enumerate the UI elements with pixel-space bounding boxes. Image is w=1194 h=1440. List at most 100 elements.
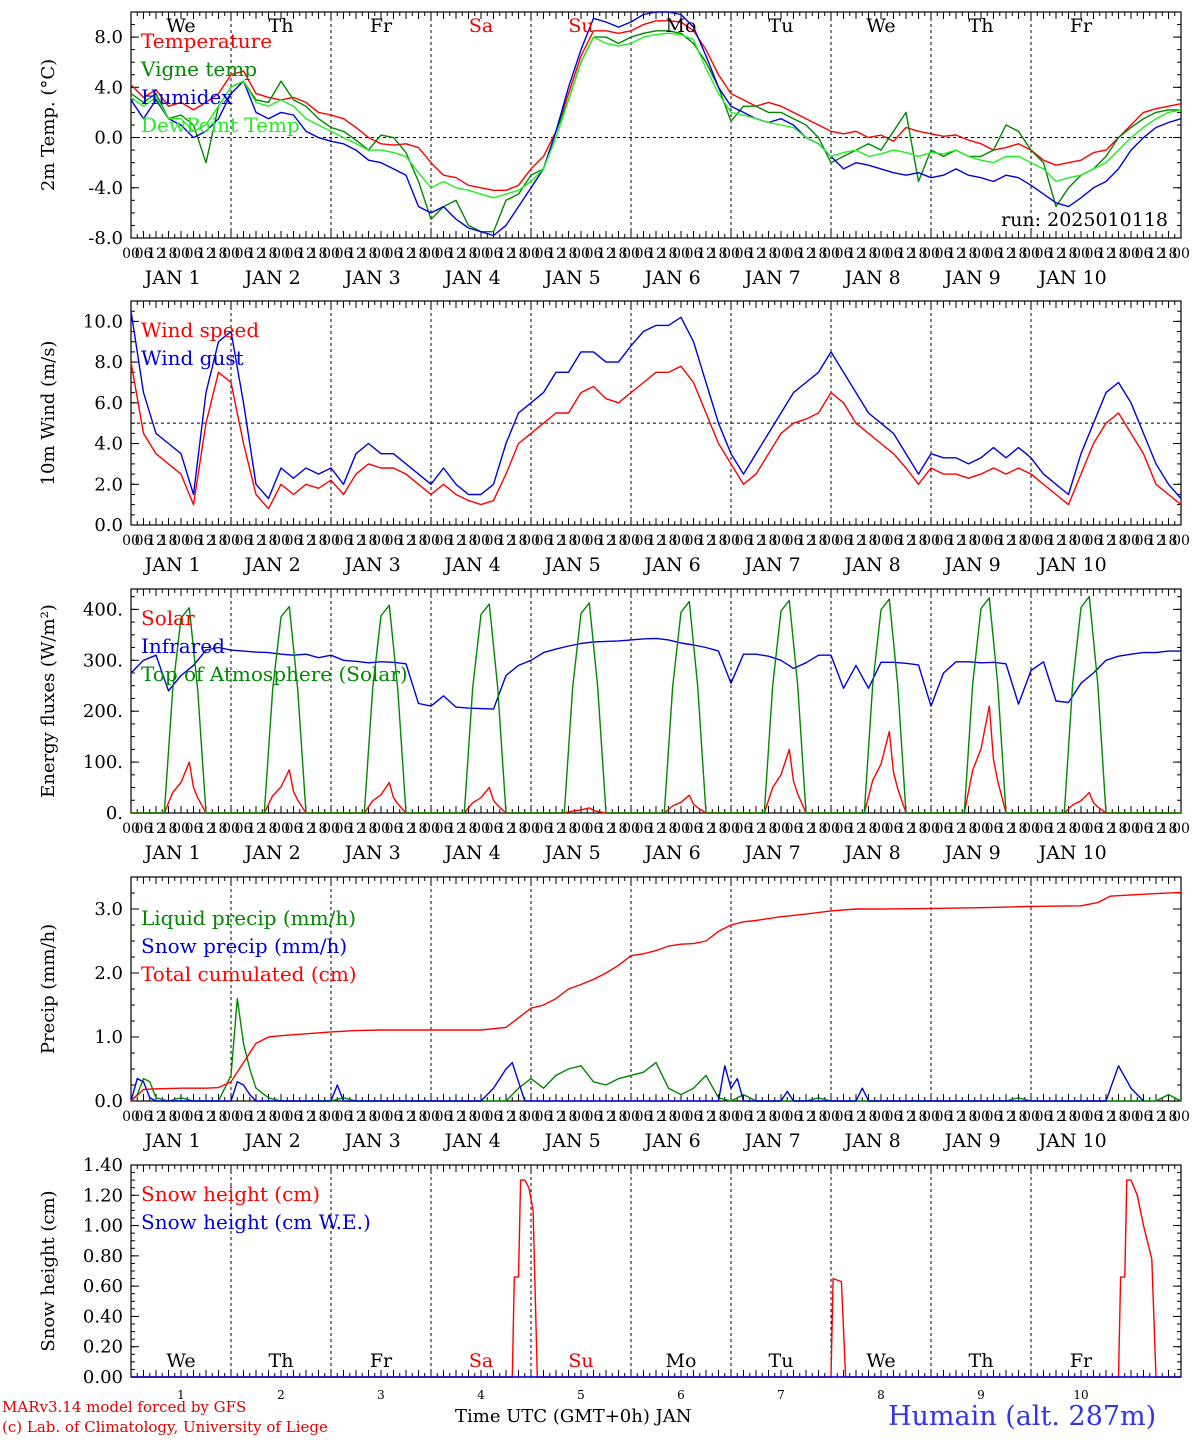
day-label: JAN 10	[1037, 554, 1107, 576]
hour-tick-label: 00	[422, 246, 440, 262]
hour-tick-label: 12	[247, 533, 265, 549]
weekday-label: Tu	[769, 15, 794, 37]
series-line-wind-gust	[130, 311, 1182, 500]
hour-tick-label: 00	[1022, 821, 1040, 837]
y-tick-label: 0.0	[94, 128, 123, 149]
hour-tick-label: 00	[1072, 821, 1090, 837]
hour-tick-label: 12	[847, 1109, 865, 1125]
hour-tick-label: 18	[910, 1109, 928, 1125]
hour-tick-label: 18	[260, 821, 278, 837]
hour-tick-label: 18	[1110, 1109, 1128, 1125]
hour-tick-label: 06	[835, 1109, 853, 1125]
hour-tick-label: 00	[422, 821, 440, 837]
hour-tick-label: 00	[972, 821, 990, 837]
hour-tick-label: 00	[772, 821, 790, 837]
weekday-label: Fr	[370, 1350, 393, 1372]
hour-tick-label: 18	[1110, 533, 1128, 549]
y-tick-label: 0.	[106, 803, 123, 824]
weekday-label: We	[166, 1350, 195, 1372]
hour-tick-label: 00	[222, 1109, 240, 1125]
day-label: JAN 4	[443, 267, 501, 289]
hour-tick-label: 12	[597, 246, 615, 262]
hour-tick-label: 18	[1010, 1109, 1028, 1125]
legend-entry: Top of Atmosphere (Solar)	[141, 662, 408, 686]
weekday-label: Th	[269, 15, 294, 37]
hour-tick-label: 06	[185, 533, 203, 549]
hour-tick-label: 00	[472, 533, 490, 549]
y-tick-label: 4.0	[94, 434, 123, 455]
hour-tick-label: 00	[922, 246, 940, 262]
weekday-label: We	[166, 15, 195, 37]
hour-tick-label: 18	[460, 821, 478, 837]
hour-tick-label: 06	[735, 1109, 753, 1125]
day-label: JAN 3	[343, 267, 401, 289]
hour-tick-label: 18	[510, 821, 528, 837]
day-label: JAN 6	[643, 267, 701, 289]
day-label: JAN 7	[743, 267, 801, 289]
hour-tick-label: 12	[647, 246, 665, 262]
weekday-label: We	[866, 1350, 895, 1372]
hour-tick-label: 12	[597, 821, 615, 837]
day-label: JAN 10	[1037, 267, 1107, 289]
hour-tick-label: 06	[585, 821, 603, 837]
hour-tick-label: 00	[322, 821, 340, 837]
hour-tick-label: 12	[347, 246, 365, 262]
hour-tick-label: 12	[547, 533, 565, 549]
hour-tick-label: 12	[697, 821, 715, 837]
hour-tick-label: 12	[897, 533, 915, 549]
hour-tick-label: 06	[235, 821, 253, 837]
series-line-snow-precip-mm-h-	[130, 1061, 1145, 1102]
legend-entry: Total cumulated (cm)	[141, 962, 357, 986]
hour-tick-label: 06	[535, 246, 553, 262]
y-tick-label: 1.00	[83, 1216, 123, 1237]
hour-tick-label: 12	[397, 821, 415, 837]
hour-tick-label: 06	[785, 533, 803, 549]
series-line-wind-speed	[130, 361, 1182, 510]
day-number: 7	[777, 1388, 785, 1402]
hour-tick-label: 18	[460, 533, 478, 549]
hour-tick-label: 06	[1035, 246, 1053, 262]
hour-tick-label: 00	[372, 533, 390, 549]
hour-tick-label: 18	[910, 533, 928, 549]
hour-tick-label: 00	[272, 533, 290, 549]
hour-tick-label: 12	[247, 246, 265, 262]
day-label: JAN 2	[243, 267, 301, 289]
hour-tick-label: 00	[1172, 533, 1190, 549]
hour-tick-label: 06	[935, 821, 953, 837]
hour-tick-label: 00	[672, 821, 690, 837]
series-line-temperature	[130, 20, 1182, 192]
hour-tick-label: 00	[822, 533, 840, 549]
hour-tick-label: 18	[460, 246, 478, 262]
hour-tick-label: 00	[322, 246, 340, 262]
hour-tick-label: 06	[435, 533, 453, 549]
hour-tick-label: 00	[572, 821, 590, 837]
hour-tick-label: 00	[272, 246, 290, 262]
hour-tick-label: 18	[510, 533, 528, 549]
weekday-label: Th	[269, 1350, 294, 1372]
hour-tick-label: 12	[747, 533, 765, 549]
hour-tick-label: 00	[972, 533, 990, 549]
hour-tick-label: 12	[447, 533, 465, 549]
hour-tick-label: 00	[222, 246, 240, 262]
hour-tick-label: 18	[560, 533, 578, 549]
hour-tick-label: 18	[310, 533, 328, 549]
hour-tick-label: 00	[322, 1109, 340, 1125]
series-line-snow-height-cm-	[131, 1179, 1181, 1378]
hour-tick-label: 18	[360, 1109, 378, 1125]
hour-tick-label: 00	[722, 821, 740, 837]
hour-tick-label: 18	[410, 1109, 428, 1125]
hour-tick-label: 00	[1072, 533, 1090, 549]
hour-tick-label: 00	[872, 821, 890, 837]
y-tick-label: 10.0	[83, 311, 123, 332]
y-tick-label: 200.	[83, 701, 123, 722]
hour-tick-label: 06	[385, 1109, 403, 1125]
hour-tick-label: 00	[772, 533, 790, 549]
day-label: JAN 8	[843, 1130, 901, 1152]
hour-tick-label: 06	[235, 533, 253, 549]
hour-tick-label: 12	[547, 1109, 565, 1125]
hour-tick-label: 06	[985, 246, 1003, 262]
hour-tick-label: 12	[397, 1109, 415, 1125]
hour-tick-label: 00	[1022, 1109, 1040, 1125]
hour-tick-label: 18	[410, 533, 428, 549]
hour-tick-label: 12	[147, 821, 165, 837]
